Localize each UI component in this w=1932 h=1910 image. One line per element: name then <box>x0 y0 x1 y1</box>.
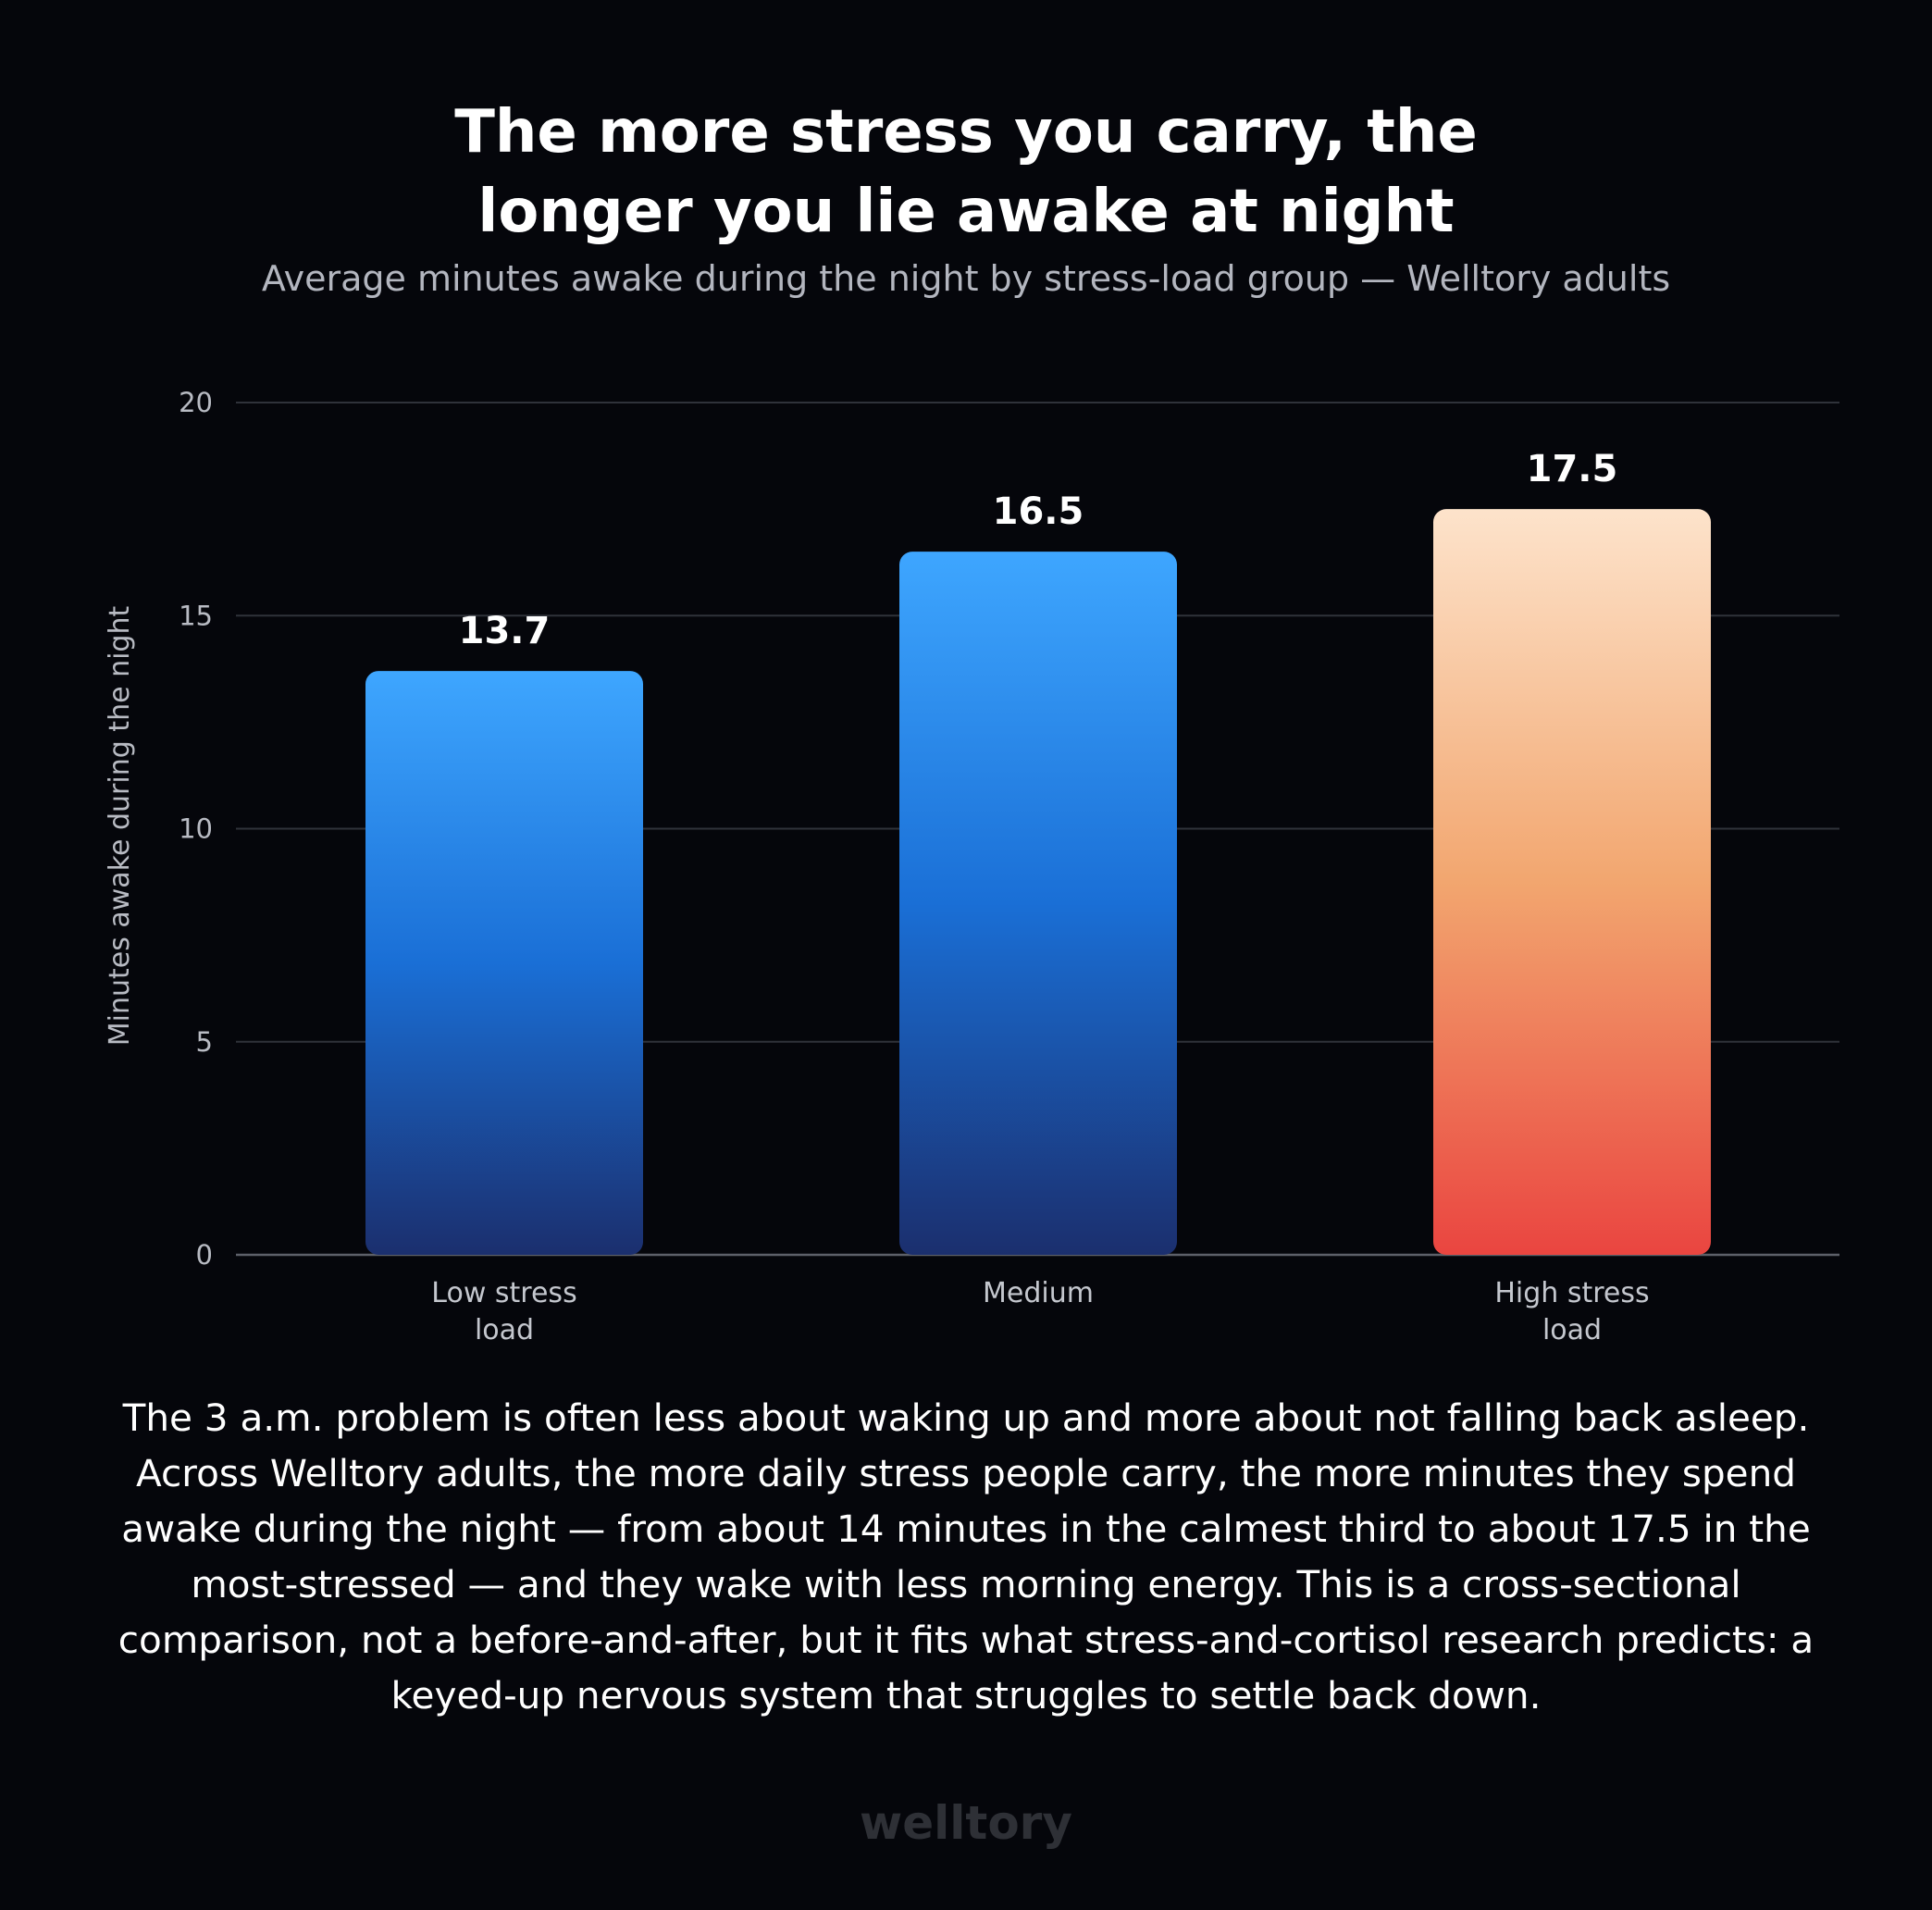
y-tick-label: 0 <box>196 1239 213 1271</box>
data-label: 17.5 <box>1527 448 1618 490</box>
y-tick-label: 15 <box>179 600 213 631</box>
y-tick-label: 20 <box>179 387 213 418</box>
y-tick-label: 5 <box>196 1026 213 1058</box>
y-tick-label: 10 <box>179 813 213 845</box>
chart-title: The more stress you carry, the longer yo… <box>226 93 1706 252</box>
x-tick-label: load <box>1542 1314 1602 1346</box>
chart-title-line-2: longer you lie awake at night <box>477 178 1455 246</box>
bar <box>365 671 643 1255</box>
bar-chart: 0 5 10 15 20 Minutes awake during the night 13… <box>104 387 1839 1346</box>
welltory-logo: welltory <box>860 1796 1072 1850</box>
data-label: 16.5 <box>993 490 1084 533</box>
bar <box>899 552 1177 1255</box>
x-tick-label: High stress <box>1494 1277 1649 1309</box>
x-tick-label: load <box>475 1314 534 1346</box>
x-tick-label: Medium <box>983 1277 1094 1309</box>
x-tick-label: Low stress <box>431 1277 576 1309</box>
description-paragraph: The 3 a.m. problem is often less about w… <box>118 1395 1814 1718</box>
chart-title-line-1: The more stress you carry, the <box>454 98 1478 167</box>
bar <box>1433 509 1711 1255</box>
data-label: 13.7 <box>459 610 551 652</box>
y-axis-title: Minutes awake during the night <box>104 606 136 1047</box>
chart-subtitle: Average minutes awake during the night b… <box>261 258 1671 299</box>
